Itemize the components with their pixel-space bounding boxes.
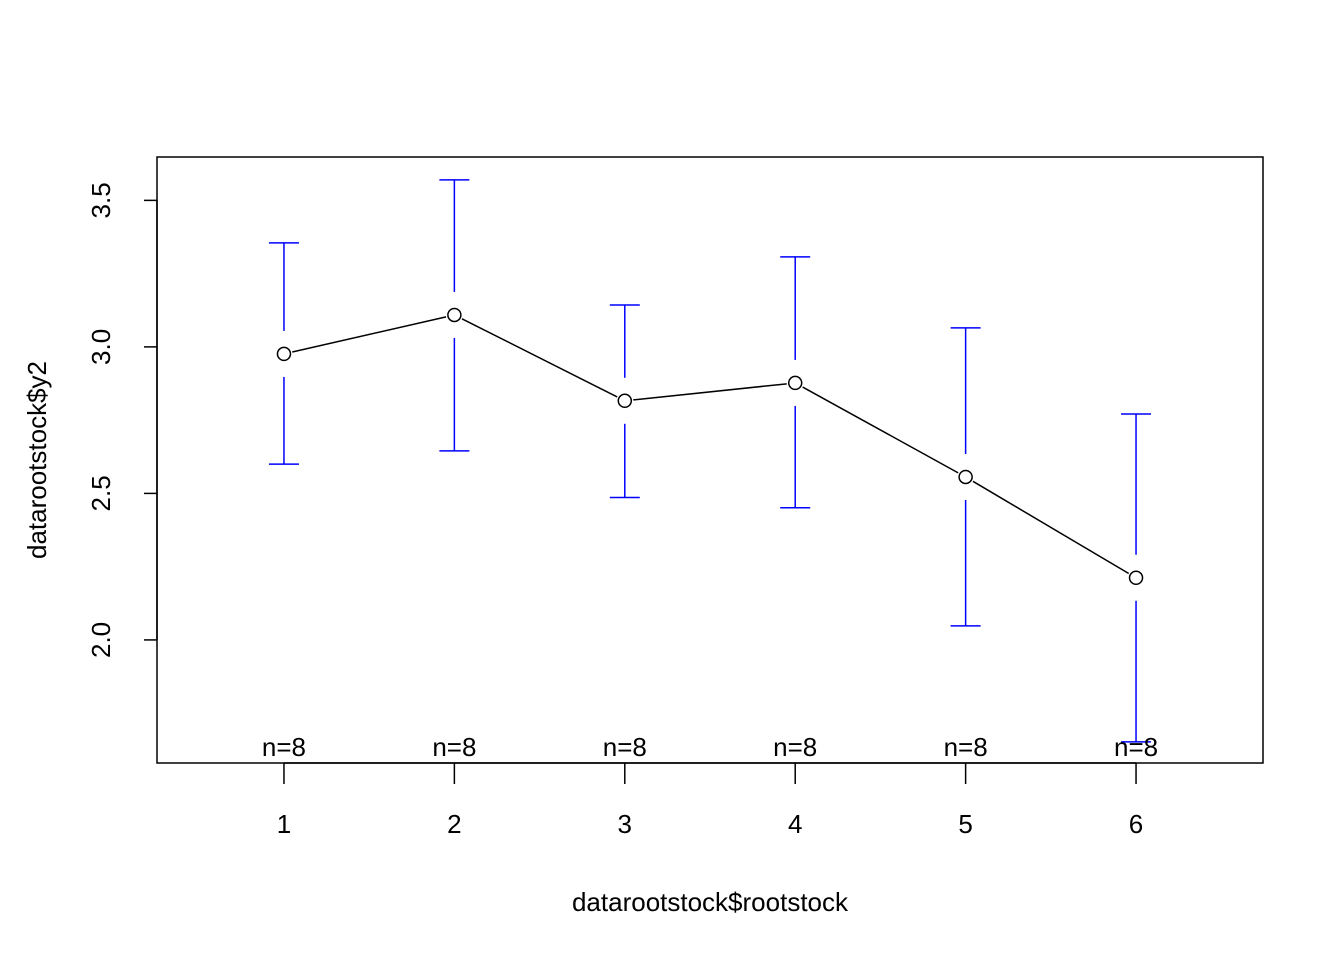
x-tick-label: 1 — [277, 809, 291, 839]
mean-point — [617, 393, 633, 409]
mean-point — [958, 469, 973, 485]
x-tick-label: 6 — [1129, 809, 1143, 839]
y-tick-label: 3.5 — [86, 182, 116, 218]
x-tick-label: 5 — [958, 809, 972, 839]
x-axis-label: datarootstock$rootstock — [572, 887, 849, 917]
n-label: n=8 — [773, 732, 817, 762]
y-tick-label: 3.0 — [86, 329, 116, 365]
n-label: n=8 — [1114, 732, 1158, 762]
plot-frame — [156, 156, 1264, 764]
x-tick-label: 3 — [618, 809, 632, 839]
y-tick-label: 2.5 — [86, 475, 116, 511]
y-axis-label: datarootstock$y2 — [22, 361, 52, 559]
mean-point — [447, 307, 462, 323]
mean-line-segment — [292, 316, 447, 353]
x-tick-label: 4 — [788, 809, 802, 839]
n-label: n=8 — [944, 732, 988, 762]
n-label: n=8 — [432, 732, 476, 762]
y-tick-label: 2.0 — [86, 622, 116, 658]
mean-point — [1128, 570, 1144, 586]
mean-line-segment — [972, 480, 1130, 575]
n-label: n=8 — [262, 732, 306, 762]
mean-line-segment — [461, 318, 618, 398]
mean-line-segment — [802, 386, 959, 474]
mean-point — [276, 346, 292, 362]
mean-line-segment — [633, 383, 787, 401]
n-label: n=8 — [603, 732, 647, 762]
mean-point — [787, 375, 803, 391]
x-tick-label: 2 — [447, 809, 461, 839]
